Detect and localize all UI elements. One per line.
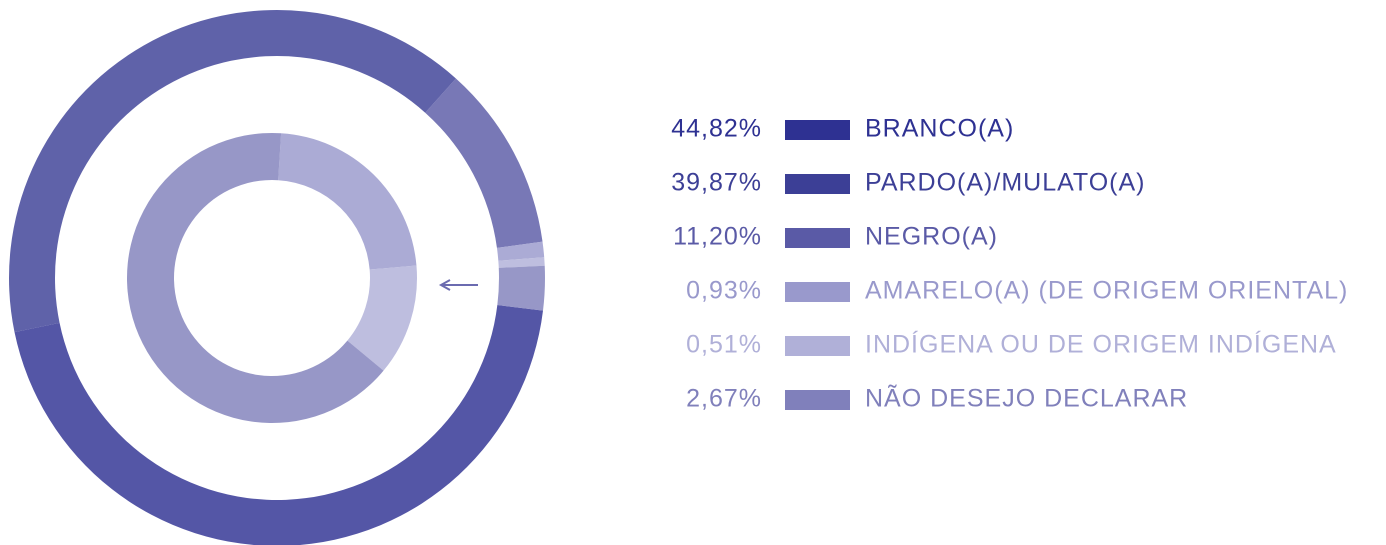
legend-label: NÃO DESEJO DECLARAR xyxy=(865,384,1188,413)
legend-value: 0,93% xyxy=(686,277,762,305)
donut-slice xyxy=(126,132,384,423)
donut-slice xyxy=(497,265,545,311)
legend-value: 11,20% xyxy=(673,223,762,251)
legend-value: 44,82% xyxy=(671,115,762,143)
legend-label: NEGRO(A) xyxy=(865,223,998,251)
legend-swatch xyxy=(785,120,850,140)
donut-slice xyxy=(498,257,545,268)
legend-swatch xyxy=(785,282,850,302)
donut-slice xyxy=(347,265,417,371)
legend-swatch xyxy=(785,336,850,356)
legend-label: PARDO(A)/MULATO(A) xyxy=(865,169,1146,197)
donut-slice xyxy=(278,133,417,270)
donut-slice xyxy=(496,241,545,261)
donut-slice xyxy=(9,10,456,333)
legend-label: BRANCO(A) xyxy=(865,115,1014,143)
legend-value: 39,87% xyxy=(671,169,762,197)
legend-swatch xyxy=(785,174,850,194)
legend-label: INDÍGENA OU DE ORIGEM INDÍGENA xyxy=(865,330,1337,359)
legend-label: AMARELO(A) (DE ORIGEM ORIENTAL) xyxy=(865,277,1348,305)
legend-swatch xyxy=(785,228,850,248)
donut-slice xyxy=(14,305,544,545)
legend-swatch xyxy=(785,390,850,410)
legend-value: 2,67% xyxy=(686,385,762,413)
legend-value: 0,51% xyxy=(686,331,762,359)
donut-slice xyxy=(425,78,543,248)
arrow-head xyxy=(438,279,451,291)
